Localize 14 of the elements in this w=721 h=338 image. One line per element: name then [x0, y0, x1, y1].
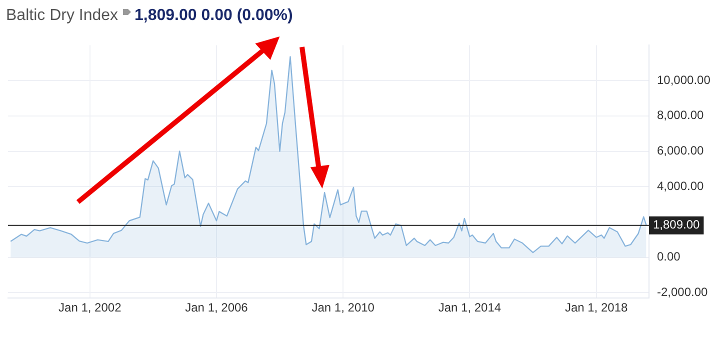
x-tick-label: Jan 1, 2002 [58, 300, 122, 315]
y-tick-label: 4,000.00 [657, 178, 704, 193]
x-tick-label: Jan 1, 2014 [438, 300, 502, 315]
chart-subtitle: 1,809.00 0.00 (0.00%) [134, 7, 293, 24]
x-tick-label: Jan 1, 2018 [564, 300, 628, 315]
y-tick-label: 10,000.00 [657, 72, 711, 87]
chart-title: Baltic Dry Index [6, 7, 118, 24]
x-tick-label: Jan 1, 2006 [185, 300, 248, 315]
y-tick-label: 0.00 [657, 250, 681, 264]
x-tick-label: Jan 1, 2010 [312, 300, 375, 315]
y-tick-label: 6,000.00 [657, 144, 704, 158]
y-tick-label: -2,000.00 [657, 285, 708, 300]
ref-line-label: 1,809.00 [653, 218, 700, 232]
y-tick-label: 8,000.00 [657, 108, 704, 122]
